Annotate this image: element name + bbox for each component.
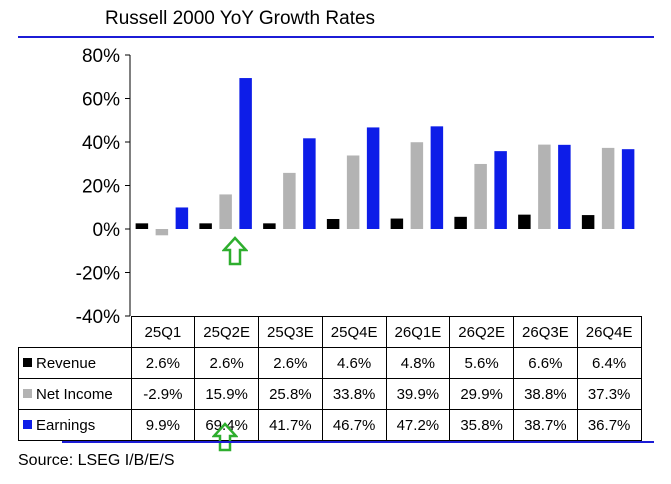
data-label: 25.8% [258,378,323,410]
bar-revenue [135,223,149,229]
data-label: 4.8% [385,347,451,379]
data-label: 41.7% [258,409,323,441]
data-label: 29.9% [449,378,514,410]
data-label: 15.9% [194,378,259,410]
source-note: Source: LSEG I/B/E/S [18,452,175,469]
y-tick-label: 20% [82,177,120,198]
table-header-row: 25Q1 25Q2E 25Q3E 25Q4E 26Q1E 26Q2E 26Q3E 26Q4E [18,316,642,348]
bars [135,78,635,236]
data-label: 46.7% [321,409,387,441]
y-tick-label: -20% [76,264,120,285]
data-label: 38.7% [513,409,578,441]
data-label: 2.6% [130,347,196,379]
data-label: -2.9% [130,378,196,410]
category-label: 26Q2E [449,316,514,348]
data-label: 39.9% [385,378,451,410]
bar-net-income [346,155,360,229]
data-label: 33.8% [321,378,387,410]
category-label: 26Q4E [576,316,642,348]
legend-swatch [23,357,32,367]
bar-earnings [366,127,380,229]
bar-net-income [601,147,615,229]
y-tick-label: 0% [93,220,121,241]
legend-swatch [23,388,32,398]
data-table: 25Q1 25Q2E 25Q3E 25Q4E 26Q1E 26Q2E 26Q3E 26Q4E R… [18,316,642,441]
top-rule [18,36,654,38]
data-label: 35.8% [449,409,514,441]
bar-earnings [303,138,316,229]
series-name: Net Income [36,385,113,403]
bar-revenue [581,215,595,229]
data-label: 2.6% [194,347,259,379]
bar-revenue [454,216,467,229]
category-label: 25Q1 [130,316,196,348]
table-corner [18,316,132,348]
data-label: 4.6% [321,347,387,379]
legend-swatch [23,419,32,429]
data-label: 6.6% [513,347,578,379]
bar-earnings [175,207,189,229]
bar-net-income [410,142,424,229]
bar-earnings [494,151,507,229]
data-label: 5.6% [449,347,514,379]
data-label: 47.2% [385,409,451,441]
up-arrow-icon [212,422,238,452]
data-label: 2.6% [258,347,323,379]
y-tick-label: 60% [82,90,120,111]
bar-revenue [326,218,340,229]
category-label: 26Q1E [385,316,451,348]
bar-earnings [621,149,635,229]
category-label: 25Q4E [321,316,387,348]
data-label: 36.7% [576,409,642,441]
up-arrow-icon [222,236,248,266]
legend-entry: Revenue [18,347,132,379]
y-tick-label: 80% [82,46,120,67]
bar-net-income [219,194,232,229]
category-label: 26Q3E [513,316,578,348]
table-row: Earnings 9.9% 69.4% 41.7% 46.7% 47.2% 35.8% 38.… [18,409,642,441]
bar-revenue [263,223,276,229]
data-label: 38.8% [513,378,578,410]
bar-net-income [474,163,487,229]
bar-earnings [239,78,252,230]
category-label: 25Q3E [258,316,323,348]
bar-earnings [430,126,444,229]
series-name: Earnings [36,416,96,434]
bar-earnings [558,144,571,229]
data-label: 6.4% [576,347,642,379]
y-axis: -40%-20%0%20%40%60%80% [76,46,131,328]
legend-entry: Net Income [18,378,132,410]
data-label: 37.3% [576,378,642,410]
bar-net-income [155,229,169,236]
bottom-rule [62,441,654,443]
y-tick-label: 40% [82,133,120,154]
bar-net-income [283,172,296,229]
table-row: Net Income -2.9% 15.9% 25.8% 33.8% 39.9% 29.9%… [18,378,642,410]
bar-revenue [199,223,212,229]
table-row: Revenue 2.6% 2.6% 2.6% 4.6% 4.8% 5.6% 6.6% 6.4% [18,347,642,379]
bar-revenue [518,214,531,229]
data-label: 9.9% [130,409,196,441]
bar-net-income [538,144,551,229]
category-label: 25Q2E [194,316,259,348]
bar-revenue [390,218,404,229]
legend-entry: Earnings [18,409,132,441]
chart-title: Russell 2000 YoY Growth Rates [105,8,376,29]
series-name: Revenue [36,354,97,372]
